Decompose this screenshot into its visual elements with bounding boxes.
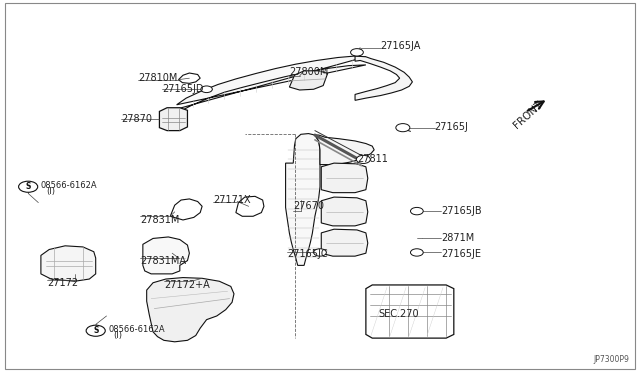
Polygon shape	[159, 108, 188, 131]
Polygon shape	[179, 73, 200, 83]
Circle shape	[396, 124, 410, 132]
Text: (I): (I)	[113, 331, 122, 340]
Text: 27172: 27172	[47, 278, 78, 288]
Text: 27165JE: 27165JE	[441, 249, 481, 259]
Polygon shape	[236, 196, 264, 216]
Polygon shape	[170, 199, 202, 220]
Circle shape	[351, 49, 364, 56]
Circle shape	[410, 249, 423, 256]
Circle shape	[314, 249, 326, 256]
Text: 27811: 27811	[357, 154, 388, 164]
Polygon shape	[289, 71, 328, 90]
Text: 27831MA: 27831MA	[140, 256, 186, 266]
Text: S: S	[93, 326, 99, 335]
Text: 27165J: 27165J	[435, 122, 468, 132]
Text: S: S	[26, 182, 31, 191]
Polygon shape	[143, 237, 189, 274]
Text: 27165JD: 27165JD	[162, 84, 204, 94]
Text: 27165JC: 27165JC	[287, 249, 328, 259]
Text: 27171X: 27171X	[213, 195, 251, 205]
Polygon shape	[321, 163, 368, 193]
Polygon shape	[321, 197, 368, 226]
Text: 08566-6162A: 08566-6162A	[41, 181, 97, 190]
Polygon shape	[41, 246, 96, 281]
Text: 27670: 27670	[293, 201, 324, 211]
Circle shape	[201, 86, 212, 93]
Circle shape	[410, 208, 423, 215]
Text: 27810M: 27810M	[138, 73, 178, 83]
Circle shape	[356, 155, 371, 163]
Text: 27165JB: 27165JB	[441, 206, 482, 216]
Polygon shape	[321, 229, 368, 256]
Polygon shape	[355, 56, 412, 100]
Polygon shape	[147, 278, 234, 342]
Text: (I): (I)	[46, 187, 55, 196]
Polygon shape	[366, 285, 454, 338]
Polygon shape	[172, 56, 366, 112]
Text: SEC.270: SEC.270	[379, 310, 419, 320]
Text: 08566-6162A: 08566-6162A	[108, 325, 165, 334]
Text: 27831M: 27831M	[140, 215, 180, 225]
Text: 2871M: 2871M	[441, 233, 474, 243]
Text: FRONT: FRONT	[511, 100, 544, 131]
Text: JP7300P9: JP7300P9	[593, 355, 629, 364]
Text: 27172+A: 27172+A	[164, 280, 210, 290]
Text: 27800M: 27800M	[289, 67, 329, 77]
Polygon shape	[315, 135, 374, 164]
Text: 27165JA: 27165JA	[381, 41, 421, 51]
Text: 27870: 27870	[121, 114, 152, 124]
Circle shape	[86, 325, 105, 336]
Polygon shape	[285, 134, 320, 265]
Circle shape	[19, 181, 38, 192]
